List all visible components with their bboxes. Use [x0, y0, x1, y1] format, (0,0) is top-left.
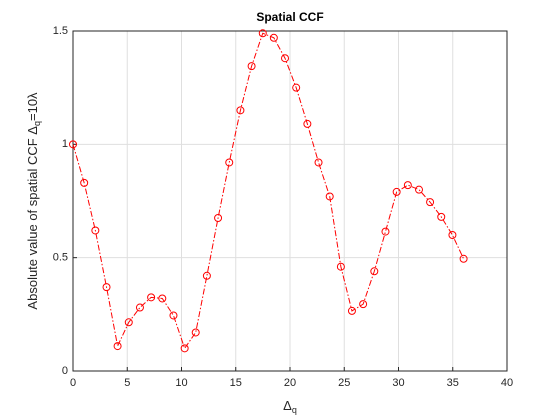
y-label-subscript: q — [32, 121, 42, 126]
data-marker — [124, 318, 133, 327]
data-marker — [169, 311, 178, 320]
x-axis-label: Δq — [283, 398, 297, 415]
x-tick-label: 35 — [447, 377, 459, 389]
data-marker — [448, 231, 457, 239]
data-marker — [147, 293, 156, 302]
data-marker — [370, 267, 379, 276]
axes-box — [72, 30, 508, 372]
data-marker — [437, 212, 446, 221]
data-marker — [403, 181, 412, 190]
data-marker — [135, 303, 144, 312]
data-marker — [303, 119, 312, 128]
data-marker — [392, 187, 401, 196]
data-marker — [415, 185, 424, 194]
data-marker — [459, 254, 468, 263]
x-tick-label: 30 — [392, 377, 404, 389]
data-marker — [426, 198, 435, 207]
x-label-part: Δ — [283, 398, 292, 413]
y-label-part: =10λ — [25, 92, 40, 121]
x-tick-label: 10 — [175, 377, 187, 389]
y-tick-label: 1 — [62, 138, 68, 150]
data-marker — [336, 262, 345, 271]
data-marker — [314, 158, 323, 167]
x-tick-label: 0 — [70, 377, 76, 389]
y-axis-label: Absolute value of spatial CCF Δq=10λ — [25, 92, 42, 310]
data-marker — [80, 178, 89, 187]
data-marker — [381, 227, 390, 236]
x-tick-label: 20 — [284, 377, 296, 389]
y-tick-label: 1.5 — [53, 25, 68, 37]
data-marker — [347, 306, 356, 315]
data-marker — [281, 54, 290, 63]
data-marker — [191, 328, 200, 337]
data-marker — [202, 271, 211, 280]
y-tick-label: 0.5 — [53, 252, 68, 264]
data-marker — [258, 29, 267, 38]
data-marker — [91, 226, 100, 235]
y-tick-label: 0 — [62, 365, 68, 377]
x-tick-label: 40 — [501, 377, 513, 389]
x-tick-label: 15 — [230, 377, 242, 389]
data-marker — [102, 283, 111, 292]
data-marker — [158, 294, 167, 303]
x-tick-label: 25 — [338, 377, 350, 389]
data-marker — [359, 300, 368, 309]
chart-title: Spatial CCF — [256, 10, 323, 24]
data-marker — [225, 158, 234, 167]
data-marker — [180, 344, 189, 353]
x-label-subscript: q — [292, 405, 297, 415]
data-marker — [325, 192, 334, 201]
data-marker — [269, 33, 278, 42]
y-label-part: Absolute value of spatial CCF Δ — [25, 126, 40, 310]
data-marker — [247, 62, 256, 71]
x-tick-label: 5 — [124, 377, 130, 389]
data-marker — [113, 342, 122, 351]
data-marker — [236, 106, 245, 115]
data-marker — [214, 214, 223, 222]
data-marker — [69, 140, 77, 149]
data-marker — [292, 83, 301, 92]
